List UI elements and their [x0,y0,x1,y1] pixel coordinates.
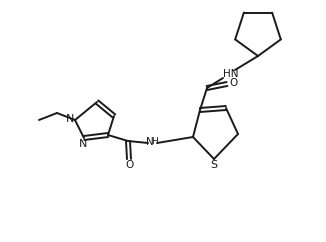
Text: O: O [230,78,238,88]
Text: S: S [211,160,217,170]
Text: HN: HN [223,69,239,79]
Text: O: O [126,160,134,170]
Text: H: H [151,136,157,145]
Text: N: N [79,139,87,149]
Text: N: N [146,137,154,147]
Text: N: N [66,114,74,124]
